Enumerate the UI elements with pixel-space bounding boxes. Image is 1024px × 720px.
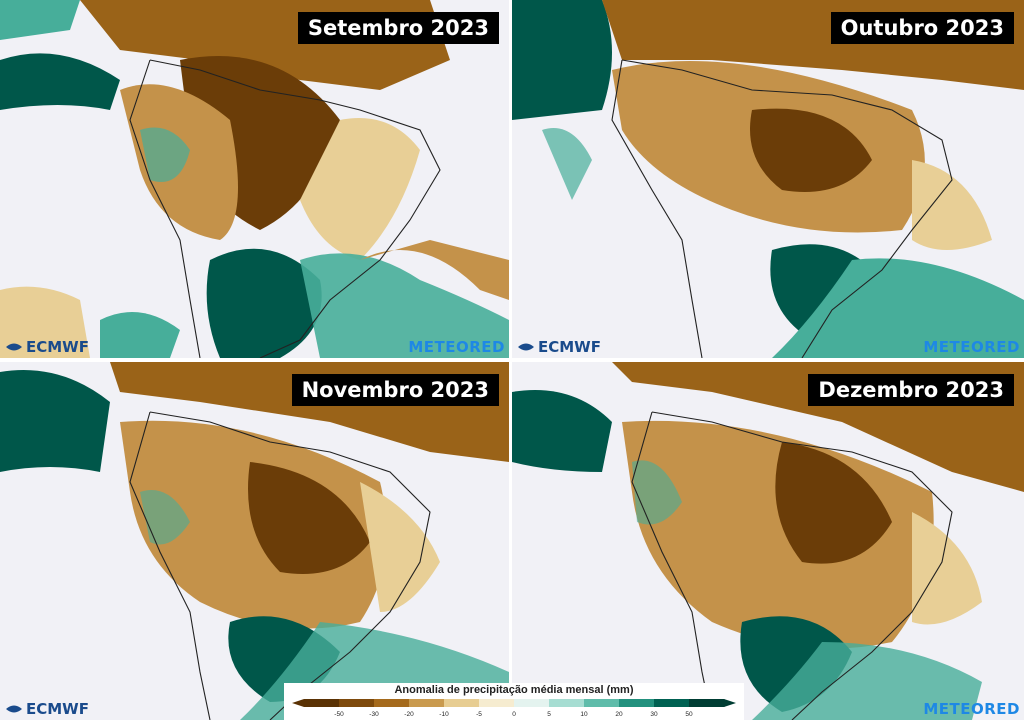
colorbar-tick-label: -10 — [439, 711, 449, 718]
map-panel-setembro: Setembro 2023 ECMWF METEORED — [0, 0, 509, 358]
ecmwf-logo: ECMWF — [4, 338, 89, 356]
colorbar-segment — [654, 699, 690, 707]
ecmwf-logo-text: ECMWF — [26, 338, 89, 356]
colorbar-tick-label: 5 — [547, 711, 551, 718]
ecmwf-swirl-icon — [6, 705, 22, 713]
map-panel-novembro: Novembro 2023 ECMWF — [0, 362, 509, 720]
ecmwf-logo: ECMWF — [4, 700, 89, 718]
colorbar-tick-label: -5 — [476, 711, 482, 718]
colorbar-segment — [374, 699, 410, 707]
map-panel-dezembro: Dezembro 2023 METEORED — [512, 362, 1024, 720]
month-title: Novembro 2023 — [291, 374, 499, 406]
colorbar-min-arrow — [292, 699, 304, 707]
ecmwf-logo: ECMWF — [516, 338, 601, 356]
colorbar-segment — [514, 699, 550, 707]
meteored-logo: METEORED — [923, 338, 1020, 356]
anomaly-map — [512, 0, 1024, 358]
colorbar-tick-label: -50 — [334, 711, 344, 718]
colorbar-segment — [584, 699, 620, 707]
ecmwf-swirl-icon — [518, 343, 534, 351]
colorbar-tick-label: 30 — [650, 711, 658, 718]
map-panel-outubro: Outubro 2023 ECMWF METEORED — [512, 0, 1024, 358]
anomaly-map — [0, 0, 509, 358]
colorbar-segment — [619, 699, 655, 707]
colorbar-segment — [339, 699, 375, 707]
month-title: Dezembro 2023 — [808, 374, 1014, 406]
colorbar-segment — [304, 699, 340, 707]
colorbar-max-arrow — [724, 699, 736, 707]
month-title: Outubro 2023 — [830, 12, 1014, 44]
colorbar-segment — [549, 699, 585, 707]
ecmwf-swirl-icon — [6, 343, 22, 351]
colorbar-tick-label: 10 — [580, 711, 588, 718]
colorbar-tick-label: 20 — [615, 711, 623, 718]
colorbar-segment — [689, 699, 725, 707]
colorbar-segment — [444, 699, 480, 707]
meteored-logo: METEORED — [923, 700, 1020, 718]
colorbar-segment — [409, 699, 445, 707]
meteored-logo: METEORED — [408, 338, 505, 356]
colorbar-tick-label: 50 — [685, 711, 693, 718]
anomaly-map — [512, 362, 1024, 720]
colorbar-title: Anomalia de precipitação média mensal (m… — [394, 684, 634, 696]
colorbar: -50 -30 -20 -10 -5 0 5 10 20 30 50 — [292, 699, 736, 718]
colorbar-legend: Anomalia de precipitação média mensal (m… — [284, 683, 744, 720]
ecmwf-logo-text: ECMWF — [538, 338, 601, 356]
ecmwf-logo-text: ECMWF — [26, 700, 89, 718]
month-title: Setembro 2023 — [297, 12, 499, 44]
colorbar-segment — [479, 699, 515, 707]
colorbar-tick-label: 0 — [512, 711, 516, 718]
colorbar-tick-label: -20 — [404, 711, 414, 718]
colorbar-tick-label: -30 — [369, 711, 379, 718]
anomaly-map — [0, 362, 509, 720]
panel-divider-horizontal — [0, 358, 1024, 362]
